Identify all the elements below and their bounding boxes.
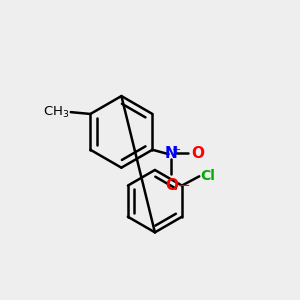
Text: N: N [165,146,178,160]
Text: Cl: Cl [200,169,215,183]
Text: O: O [191,146,204,160]
Text: +: + [172,145,181,155]
Text: CH$_3$: CH$_3$ [43,105,70,120]
Text: O: O [165,178,178,193]
Text: −: − [178,178,190,193]
